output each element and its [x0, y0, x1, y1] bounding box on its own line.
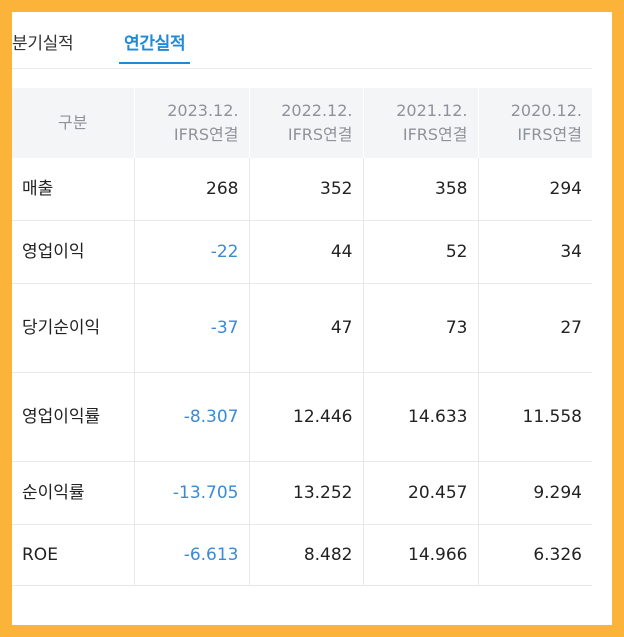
- table-cell: 358: [362, 158, 478, 221]
- table-cell: 11.558: [477, 372, 592, 462]
- table-row: ROE -6.613 8.482 14.966 6.326: [12, 524, 592, 586]
- period-header: 2022.12. IFRS연결: [248, 88, 363, 158]
- period-basis: IFRS연결: [517, 125, 582, 144]
- annual-performance-panel: 분기실적 연간실적 구분 2023.12. IFRS연결 2022.12. IF…: [12, 12, 612, 625]
- row-label: ROE: [12, 524, 134, 586]
- table-cell: 8.482: [248, 524, 363, 586]
- table-row: 순이익률 -13.705 13.252 20.457 9.294: [12, 461, 592, 525]
- row-label: 영업이익: [12, 220, 134, 284]
- period-basis: IFRS연결: [287, 125, 353, 144]
- table-cell: 34: [477, 220, 592, 284]
- table-cell: 13.252: [248, 461, 363, 525]
- table-cell: 20.457: [362, 461, 478, 525]
- table-cell: 44: [248, 220, 363, 284]
- table-cell: 352: [248, 158, 363, 221]
- period-basis: IFRS연결: [402, 125, 468, 144]
- period-basis: IFRS연결: [173, 125, 239, 144]
- table-cell: -6.613: [133, 524, 249, 586]
- row-label: 당기순이익: [12, 283, 134, 373]
- table-cell: -37: [133, 283, 249, 373]
- row-label: 순이익률: [12, 461, 134, 525]
- table-cell: -13.705: [133, 461, 249, 525]
- table-cell: 14.633: [362, 372, 478, 462]
- header-label: 구분: [12, 88, 134, 158]
- table-cell: 73: [362, 283, 478, 373]
- table-row: 매출 268 352 358 294: [12, 158, 592, 221]
- period-date: 2023.12.: [167, 101, 239, 120]
- table-cell: 9.294: [477, 461, 592, 525]
- row-label: 영업이익률: [12, 372, 134, 462]
- table-cell: -22: [133, 220, 249, 284]
- period-header: 2023.12. IFRS연결: [133, 88, 249, 158]
- table-cell: 27: [477, 283, 592, 373]
- table-cell: 268: [133, 158, 249, 221]
- period-header: 2020.12. IFRS연결: [477, 88, 592, 158]
- tab-annual[interactable]: 연간실적: [119, 32, 191, 64]
- table-row: 당기순이익 -37 47 73 27: [12, 283, 592, 373]
- table-cell: 6.326: [477, 524, 592, 586]
- period-date: 2022.12.: [281, 101, 353, 120]
- table-cell: 47: [248, 283, 363, 373]
- table-cell: -8.307: [133, 372, 249, 462]
- table-row: 영업이익률 -8.307 12.446 14.633 11.558: [12, 372, 592, 462]
- table-header-row: 구분 2023.12. IFRS연결 2022.12. IFRS연결 2021.…: [12, 88, 592, 158]
- period-date: 2020.12.: [510, 101, 582, 120]
- table-cell: 14.966: [362, 524, 478, 586]
- table-cell: 12.446: [248, 372, 363, 462]
- tab-bar: 분기실적 연간실적: [12, 12, 592, 69]
- performance-table: 구분 2023.12. IFRS연결 2022.12. IFRS연결 2021.…: [12, 88, 592, 586]
- tab-quarterly[interactable]: 분기실적: [12, 34, 74, 54]
- table-cell: 52: [362, 220, 478, 284]
- row-label: 매출: [12, 158, 134, 221]
- table-cell: 294: [477, 158, 592, 221]
- table-row: 영업이익 -22 44 52 34: [12, 220, 592, 284]
- period-date: 2021.12.: [396, 101, 468, 120]
- period-header: 2021.12. IFRS연결: [362, 88, 478, 158]
